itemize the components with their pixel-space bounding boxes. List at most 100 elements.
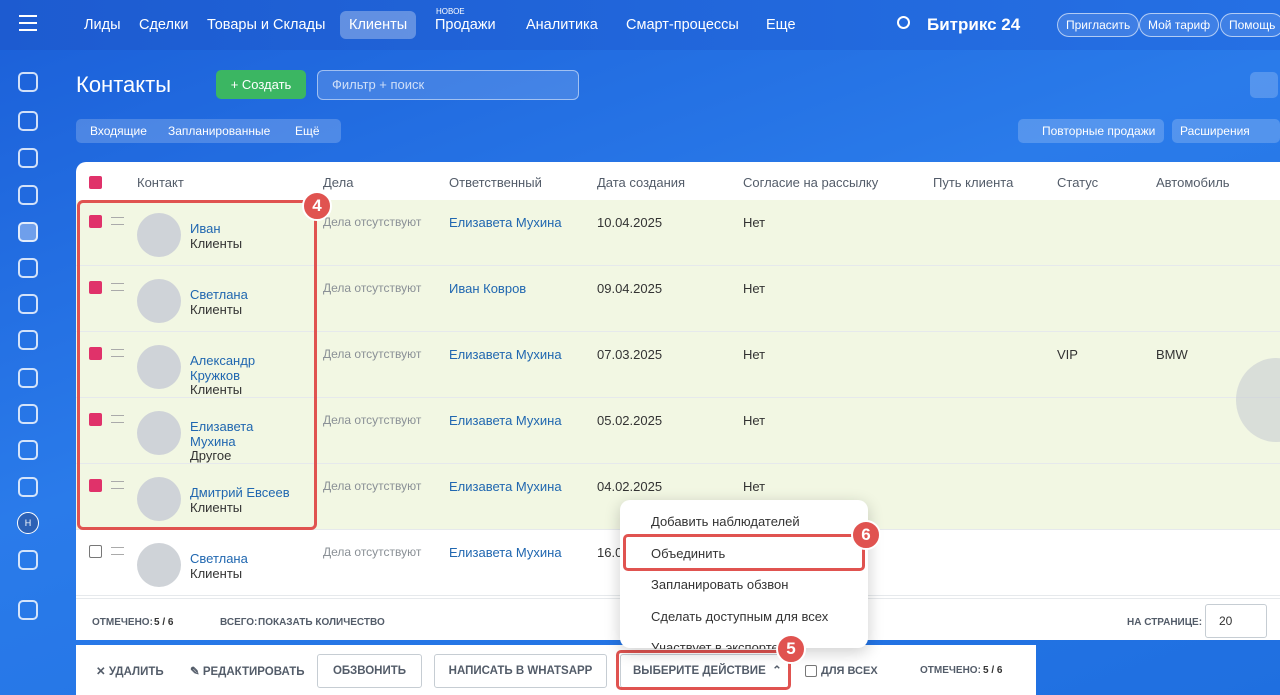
sidebar-icon[interactable] [18, 258, 38, 278]
nav-item[interactable]: Лиды [84, 17, 121, 33]
column-header[interactable]: Дела [323, 175, 354, 190]
responsible[interactable]: Елизавета Мухина [449, 545, 562, 560]
column-header[interactable]: Дата создания [597, 175, 686, 190]
row-checkbox[interactable] [89, 215, 102, 228]
menu-icon[interactable] [19, 15, 37, 31]
column-header[interactable]: Согласие на рассылку [743, 175, 879, 190]
sidebar-icon[interactable] [18, 440, 38, 460]
row-checkbox[interactable] [89, 347, 102, 360]
sidebar-icon[interactable] [18, 477, 38, 497]
top-button[interactable]: Мой тариф [1139, 13, 1220, 37]
create-label: Создать [241, 77, 292, 92]
filter-tab[interactable]: Запланированные [168, 124, 271, 138]
nav-item[interactable]: Смарт-процессы [626, 17, 739, 33]
contact-name[interactable]: Светлана [190, 287, 248, 302]
responsible[interactable]: Елизавета Мухина [449, 413, 562, 428]
edit-action[interactable]: ✎ РЕДАКТИРОВАТЬ [190, 666, 305, 678]
call-button[interactable]: ОБЗВОНИТЬ [317, 654, 422, 688]
contact-name[interactable]: Елизавета Мухина [190, 419, 254, 449]
table-row[interactable] [76, 266, 1280, 332]
sidebar-icon[interactable] [18, 330, 38, 350]
nav-item[interactable]: Сделки [139, 17, 189, 33]
column-header[interactable]: Ответственный [449, 175, 542, 190]
footer-total-link[interactable]: ПОКАЗАТЬ КОЛИЧЕСТВО [258, 617, 385, 628]
choose-highlight [616, 650, 791, 690]
contact-avatar [137, 477, 181, 521]
responsible[interactable]: Елизавета Мухина [449, 215, 562, 230]
sidebar-icon[interactable] [18, 550, 38, 570]
menu-item[interactable]: Сделать доступным для всех [651, 608, 829, 624]
callout: 4 [302, 191, 332, 221]
nav-item[interactable]: Продажи [435, 17, 496, 33]
create-button[interactable]: + Создать [216, 70, 306, 99]
sidebar-icon[interactable] [18, 368, 38, 388]
deals: Дела отсутствуют [323, 413, 422, 427]
responsible[interactable]: Иван Ковров [449, 281, 527, 296]
table-row[interactable] [76, 200, 1280, 266]
contact-name[interactable]: Иван [190, 221, 221, 236]
filter-tab[interactable]: Ещё [295, 124, 320, 138]
nav-item[interactable]: Клиенты [340, 11, 417, 39]
nav-item[interactable]: Аналитика [526, 17, 598, 33]
column-header[interactable]: Контакт [137, 175, 184, 190]
contact-type: Клиенты [190, 500, 243, 515]
sidebar-icon[interactable] [18, 600, 38, 620]
contact-name[interactable]: Александр Кружков [190, 353, 256, 383]
menu-item[interactable]: Запланировать обзвон [651, 577, 789, 592]
search-icon[interactable] [897, 16, 910, 29]
contact-name[interactable]: Светлана [190, 551, 248, 566]
action-selected: 5 / 6 [983, 665, 1003, 676]
top-button[interactable]: Помощь [1220, 13, 1280, 37]
responsible[interactable]: Елизавета Мухина [449, 479, 562, 494]
action-selected-label: ОТМЕЧЕНО: [920, 665, 981, 676]
settings-button[interactable] [1250, 72, 1278, 98]
whatsapp-button[interactable]: НАПИСАТЬ В WHATSAPP [434, 654, 607, 688]
consent: Нет [743, 413, 766, 428]
extensions-button[interactable]: Расширения [1172, 119, 1280, 143]
row-checkbox[interactable] [89, 479, 102, 492]
column-header[interactable]: Статус [1057, 175, 1099, 190]
row-checkbox[interactable] [89, 413, 102, 426]
sidebar-icon[interactable] [18, 72, 38, 92]
filter-tab[interactable]: Входящие [90, 124, 147, 138]
drag-handle [111, 481, 124, 489]
top-button[interactable]: Пригласить [1057, 13, 1140, 37]
footer-total-label: ВСЕГО: [220, 617, 258, 628]
delete-action[interactable]: ✕ УДАЛИТЬ [96, 666, 164, 678]
consent: Нет [743, 215, 766, 230]
merge-highlight [623, 534, 865, 571]
contact-type: Клиенты [190, 302, 243, 317]
search-input[interactable]: Фильтр + поиск [317, 70, 579, 100]
contact-name[interactable]: Дмитрий Евсеев [190, 485, 290, 500]
select-all-checkbox[interactable] [89, 176, 102, 189]
responsible[interactable]: Елизавета Мухина [449, 347, 562, 362]
sidebar-icon[interactable] [18, 111, 38, 131]
nav-item[interactable]: Товары и Склады [207, 17, 326, 33]
menu-item[interactable]: Участвует в экспорте [651, 640, 779, 655]
column-header[interactable]: Путь клиента [933, 175, 1014, 190]
table-row[interactable] [76, 332, 1280, 398]
for-all-checkbox[interactable] [805, 665, 817, 677]
contact-type: Клиенты [190, 566, 243, 581]
nav-item[interactable]: Еще [766, 17, 796, 33]
column-header[interactable]: Автомобиль [1156, 175, 1230, 190]
sidebar-icon[interactable] [18, 148, 38, 168]
menu-item[interactable]: Добавить наблюдателей [651, 514, 800, 529]
row-checkbox[interactable] [89, 281, 102, 294]
sidebar-icon[interactable] [18, 404, 38, 424]
sidebar-icon[interactable] [18, 222, 38, 242]
menu-item[interactable]: Объединить [651, 545, 726, 561]
contact-avatar [137, 411, 181, 455]
drag-handle [111, 415, 124, 423]
user-avatar[interactable]: Н [17, 512, 39, 534]
row-checkbox[interactable] [89, 545, 102, 558]
deals: Дела отсутствуют [323, 545, 422, 559]
per-page-select[interactable]: 20 [1205, 604, 1267, 638]
new-badge: НОВОЕ [436, 7, 465, 16]
sidebar-icon[interactable] [18, 185, 38, 205]
table-row[interactable] [76, 398, 1280, 464]
sidebar-icon[interactable] [18, 294, 38, 314]
repeat-sales-button[interactable]: Повторные продажи [1018, 119, 1165, 143]
consent: Нет [743, 479, 766, 494]
